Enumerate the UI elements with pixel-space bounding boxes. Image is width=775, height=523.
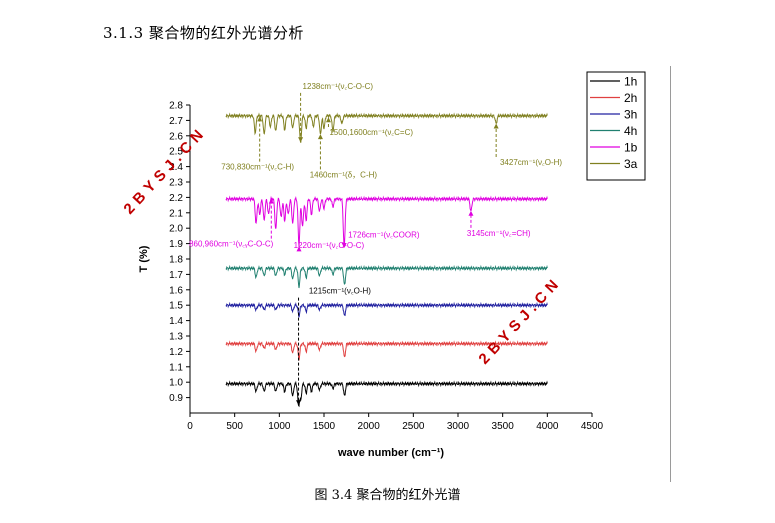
x-tick-label: 1500: [313, 421, 336, 432]
annotation-label: 730,830cm⁻¹(ν꜀C-H): [221, 163, 294, 172]
y-tick-label: 2.0: [169, 224, 183, 235]
annotation-label: 3145cm⁻¹(ν꜀=CH): [467, 229, 531, 238]
legend-label: 3a: [624, 157, 638, 171]
annotation-arrowhead: [298, 137, 304, 143]
x-axis-title: wave number (cm⁻¹): [337, 447, 444, 459]
annotation-label: 860,960cm⁻¹(ν꜀ᵧC-O-C): [189, 240, 274, 249]
chart-annotations: 1238cm⁻¹(ν꜀C-O-C) 1500,1600cm⁻¹(ν꜀C=C) 730…: [189, 82, 562, 406]
y-tick-label: 2.7: [169, 116, 183, 127]
annotation-label: 1500,1600cm⁻¹(ν꜀C=C): [329, 128, 413, 137]
y-axis-title: T (%): [138, 245, 150, 272]
legend-label: 1h: [624, 75, 637, 89]
y-tick-label: 1.3: [169, 332, 183, 343]
legend-label: 4h: [624, 124, 637, 138]
annotation-label: 3427cm⁻¹(ν꜀O-H): [500, 158, 562, 167]
annotation-arrowhead: [257, 116, 263, 122]
y-tick-label: 1.5: [169, 301, 183, 312]
legend-label: 1b: [624, 141, 638, 155]
annotation-arrowhead: [296, 246, 302, 252]
y-tick-label: 1.8: [169, 255, 183, 266]
annotation-arrowhead: [341, 242, 347, 248]
y-tick-label: 0.9: [169, 393, 183, 404]
x-tick-label: 2000: [358, 421, 381, 432]
series-line-3h: [225, 301, 548, 318]
annotation-arrowhead: [325, 117, 331, 123]
x-tick-label: 4000: [536, 421, 559, 432]
legend-box: [586, 71, 646, 181]
annotation-label: 1726cm⁻¹(ν꜀COOR): [348, 230, 420, 239]
y-tick-label: 1.9: [169, 239, 183, 250]
y-tick-label: 2.8: [169, 101, 183, 112]
watermark-right: 2BYSJ.CN: [475, 273, 565, 367]
y-tick-label: 1.4: [169, 316, 183, 327]
chart-plot-area: [225, 112, 548, 408]
section-heading: 3.1.3 聚合物的红外光谱分析: [103, 24, 304, 42]
legend-label: 3h: [624, 108, 637, 122]
series-line-4h: [225, 264, 548, 289]
series-line-2h: [225, 340, 548, 361]
y-tick-label: 2.2: [169, 193, 183, 204]
x-tick-label: 500: [226, 421, 243, 432]
y-tick-label: 1.6: [169, 285, 183, 296]
series-line-1h: [225, 380, 548, 408]
x-tick-label: 3500: [492, 421, 515, 432]
y-tick-label: 2.5: [169, 147, 183, 158]
figure-frame-line: [670, 66, 671, 482]
x-tick-label: 1000: [268, 421, 291, 432]
x-tick-label: 3000: [447, 421, 470, 432]
watermark-left: 2BYSJ.CN: [120, 123, 210, 217]
y-tick-label: 1.2: [169, 347, 183, 358]
annotation-label: 1215cm⁻¹(ν꜀O-H): [309, 287, 371, 296]
y-tick-label: 1.1: [169, 362, 183, 373]
y-tick-label: 2.3: [169, 178, 183, 189]
x-tick-label: 0: [187, 421, 193, 432]
y-tick-label: 1.7: [169, 270, 183, 281]
y-tick-label: 2.1: [169, 208, 183, 219]
annotation-arrowhead: [296, 400, 302, 406]
legend-label: 2h: [624, 91, 637, 105]
series-line-1b: [225, 195, 548, 249]
annotation-label: 1460cm⁻¹(δ，C-H): [310, 170, 378, 179]
annotation-arrowhead: [493, 123, 499, 129]
figure-caption: 图 3.4 聚合物的红外光谱: [314, 488, 461, 503]
annotation-arrowhead: [317, 134, 323, 140]
y-tick-label: 2.4: [169, 162, 183, 173]
y-tick-label: 1.0: [169, 378, 183, 389]
series-line-3a: [225, 112, 548, 143]
annotation-label: 1238cm⁻¹(ν꜀C-O-C): [303, 82, 374, 91]
x-tick-label: 4500: [581, 421, 604, 432]
y-tick-label: 2.6: [169, 131, 183, 142]
chart-legend: 1h 2h 3h 4h 1b 3a: [586, 71, 646, 181]
annotation-arrowhead: [468, 210, 474, 216]
annotation-arrowhead: [268, 198, 274, 204]
chart-axes: 0 500 1000 1500 2000 2500 3000 3500 4000 4500 0.9 1…: [138, 101, 604, 460]
x-tick-label: 2500: [402, 421, 425, 432]
annotation-label: 1220cm⁻¹(ν꜀C-O-C): [294, 241, 365, 250]
